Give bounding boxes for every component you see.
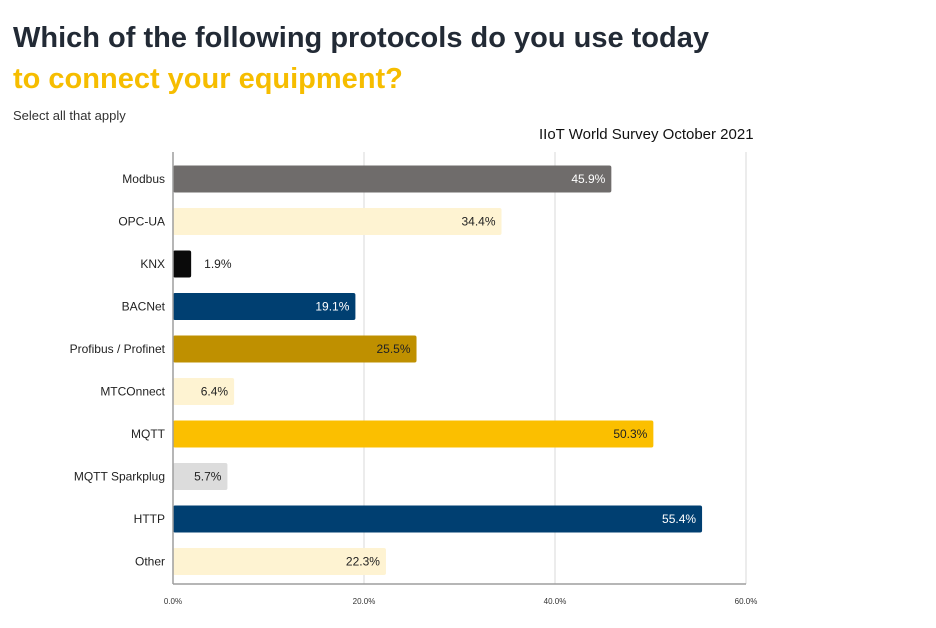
category-label-2: KNX	[140, 257, 165, 271]
category-label-3: BACNet	[122, 300, 166, 314]
data-label-9: 22.3%	[346, 555, 380, 569]
bar-0	[173, 165, 612, 193]
bar-9	[173, 548, 386, 575]
data-label-4: 25.5%	[376, 342, 410, 356]
data-label-0: 45.9%	[571, 172, 605, 186]
bar-6	[173, 420, 654, 448]
chart-subtitle: Select all that apply	[13, 108, 126, 123]
category-label-4: Profibus / Profinet	[70, 342, 166, 356]
category-label-8: HTTP	[134, 512, 165, 526]
data-label-2: 1.9%	[204, 257, 232, 271]
bar-7	[173, 463, 228, 490]
category-label-6: MQTT	[131, 427, 166, 441]
bar-1	[173, 208, 502, 235]
data-label-6: 50.3%	[613, 427, 647, 441]
source-caption: IIoT World Survey October 2021	[539, 126, 754, 143]
data-label-1: 34.4%	[461, 215, 495, 229]
bar-2	[173, 250, 192, 278]
x-tick-label-1: 20.0%	[353, 597, 376, 606]
chart-title-line-2: to connect your equipment?	[13, 63, 403, 95]
bar-5	[173, 378, 235, 405]
data-label-5: 6.4%	[201, 385, 229, 399]
x-tick-label-2: 40.0%	[544, 597, 567, 606]
category-label-9: Other	[135, 555, 165, 569]
category-label-0: Modbus	[122, 172, 165, 186]
x-tick-label-3: 60.0%	[735, 597, 758, 606]
bar-8	[173, 505, 703, 533]
x-tick-label-0: 0.0%	[164, 597, 182, 606]
data-label-3: 19.1%	[315, 300, 349, 314]
category-label-1: OPC-UA	[118, 215, 165, 229]
chart-title-line-1: Which of the following protocols do you …	[13, 22, 709, 54]
data-label-7: 5.7%	[194, 470, 222, 484]
data-label-8: 55.4%	[662, 512, 696, 526]
category-label-5: MTCOnnect	[100, 385, 165, 399]
category-label-7: MQTT Sparkplug	[74, 470, 165, 484]
bar-3	[173, 293, 356, 320]
bar-4	[173, 335, 417, 363]
